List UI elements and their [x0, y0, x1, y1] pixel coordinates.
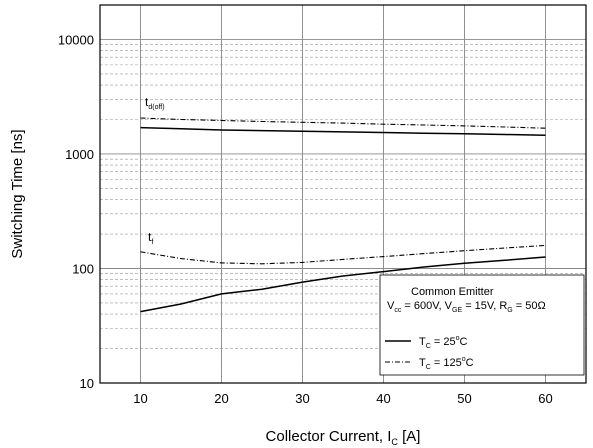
tdoff-label: td(off) — [145, 95, 165, 111]
x-axis-title: Collector Current, IC [A] — [266, 428, 421, 447]
y-tick-label: 10000 — [58, 32, 94, 47]
y-axis-title: Switching Time [ns] — [9, 129, 26, 258]
x-tick-label: 10 — [133, 391, 147, 406]
series-line-tdoff-25c — [140, 126, 546, 136]
tf-label: tf — [148, 230, 153, 246]
y-tick-label: 10 — [80, 376, 94, 391]
x-tick-label: 50 — [457, 391, 471, 406]
x-tick-label: 40 — [376, 391, 390, 406]
series-line-tf-25c — [140, 256, 546, 313]
legend-conditions: Vcc = 600V, VGE = 15V, RG = 50Ω — [387, 300, 546, 314]
legend-box — [379, 274, 585, 376]
x-tick-label: 30 — [295, 391, 309, 406]
series-line-tdoff-125c — [140, 117, 546, 129]
legend: Common Emitter Vcc = 600V, VGE = 15V, RG… — [379, 274, 585, 376]
x-tick-label: 20 — [214, 391, 228, 406]
series-line-tf-125c — [140, 244, 546, 265]
plot-frame — [99, 4, 587, 384]
x-tick-label: 60 — [538, 391, 552, 406]
legend-label-125c: TC = 125oC — [419, 356, 474, 371]
y-tick-labels: 10 100 1000 10000 — [58, 32, 94, 391]
y-tick-label: 1000 — [65, 147, 94, 162]
legend-label-25c: TC = 25oC — [419, 335, 467, 350]
x-tick-labels: 10 20 30 40 50 60 — [133, 391, 552, 406]
major-grid — [100, 5, 586, 384]
y-tick-label: 100 — [72, 261, 94, 276]
legend-title: Common Emitter — [411, 286, 494, 298]
series-layer — [140, 117, 546, 313]
